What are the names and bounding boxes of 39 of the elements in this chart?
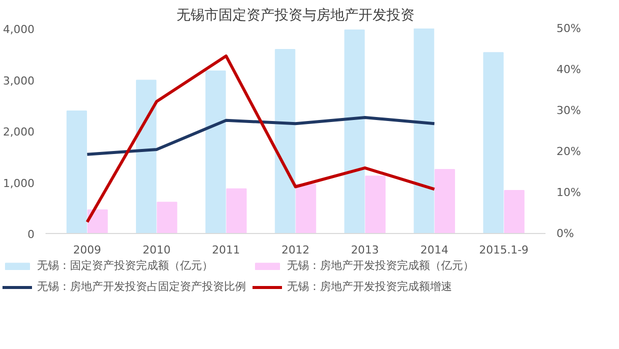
bar	[296, 184, 316, 234]
y-tick-label: 3,000	[3, 74, 35, 88]
line-series	[86, 54, 436, 224]
y-tick-label: 1,000	[3, 176, 35, 190]
bar	[344, 30, 365, 234]
x-tick-label: 2012	[282, 244, 310, 256]
chart-title: 无锡市固定资产投资与房地产开发投资	[176, 8, 414, 24]
x-tick-label: 2013	[350, 244, 379, 256]
y2-tick-label: 40%	[556, 63, 581, 76]
x-tick-label: 2009	[73, 244, 102, 256]
bar	[414, 28, 434, 234]
x-tick-label: 2014	[420, 244, 448, 256]
bar	[156, 202, 178, 234]
bar	[66, 110, 87, 234]
x-tick-label: 2011	[212, 244, 240, 256]
bar	[87, 209, 108, 234]
bar	[483, 52, 504, 234]
legend-label: 无锡：固定资产投资完成额（亿元）	[37, 258, 213, 273]
bar	[434, 168, 456, 234]
legend-label: 无锡：房地产开发投资占固定资产投资比例	[37, 279, 246, 294]
legend-label: 无锡：房地产开发投资完成额增速	[287, 279, 452, 294]
bar	[136, 80, 156, 234]
y-tick-label: 0	[28, 228, 34, 241]
y2-tick-label: 20%	[556, 145, 581, 158]
bar	[504, 190, 524, 234]
y2-tick-label: 0%	[556, 227, 574, 240]
x-tick-label: 2015.1-9	[479, 244, 529, 256]
x-tick-label: 2010	[142, 244, 171, 256]
bar	[365, 176, 386, 234]
y2-tick-label: 10%	[556, 186, 581, 199]
y2-tick-label: 50%	[556, 22, 581, 35]
y-tick-label: 4,000	[3, 23, 35, 36]
y-tick-label: 2,000	[3, 126, 35, 138]
y2-tick-label: 30%	[556, 104, 581, 117]
bar	[226, 188, 247, 234]
bar	[205, 70, 226, 234]
bar	[274, 49, 296, 234]
legend-label: 无锡：房地产开发投资完成额（亿元）	[287, 258, 474, 273]
line-series	[86, 116, 436, 156]
